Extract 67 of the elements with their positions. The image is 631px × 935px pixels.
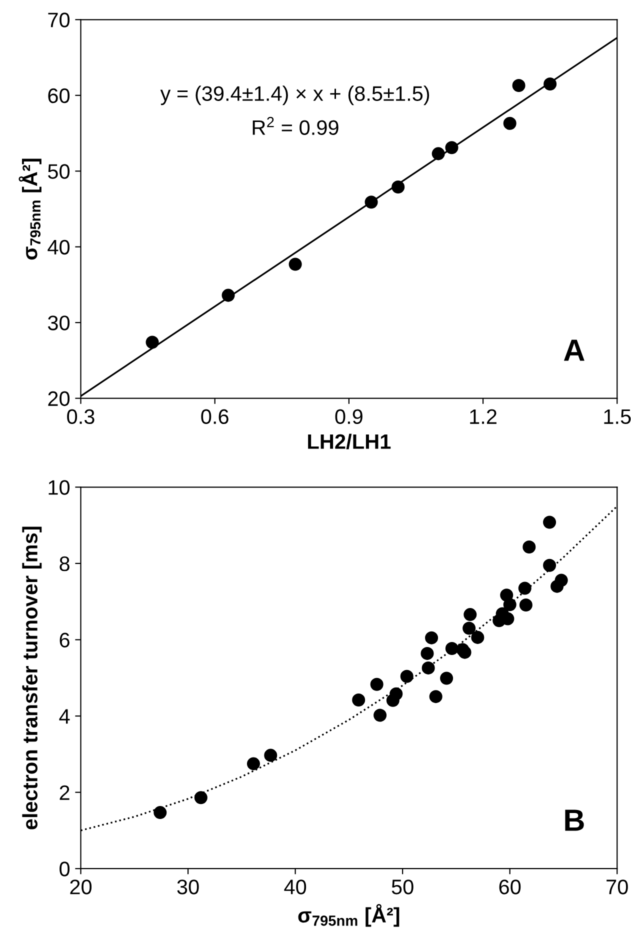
point [554,574,568,587]
point [440,672,454,685]
y-tick-label: 40 [48,240,70,255]
point [370,678,384,691]
y-tick-label: 50 [48,164,70,179]
point [420,646,434,660]
y-tick-label: 6 [60,632,70,648]
point [154,806,167,820]
point [194,791,208,804]
y-tick-label: 30 [48,316,70,330]
annotation: A [564,340,584,361]
point [429,690,442,704]
x-tick-label: 70 [606,880,628,894]
x-tick-label: 40 [284,880,306,894]
y-tick-label: 4 [59,709,70,724]
point [471,630,484,644]
y-tick-label: 0 [60,862,70,876]
y-tick-label: 60 [48,88,70,104]
point [222,288,235,302]
point [445,141,458,154]
annotation: R$^{2}$ = 0.99 [252,116,338,136]
point [458,646,472,659]
point [503,116,516,130]
y-tick-label: 70 [48,12,70,28]
x-tick-label: 20 [70,880,92,894]
y-tick-label: 20 [48,391,70,406]
point [522,540,536,554]
annotation: y = (39.4±1.4) × x + (8.5±1.5) [160,86,430,106]
x-tick-label: 1.2 [470,409,496,424]
x-tick-label: 0.3 [67,409,94,424]
point [422,661,435,674]
y-axis-title: electron transfer turnover [ms] [22,526,42,830]
point [445,642,458,656]
point [519,598,532,612]
point [390,687,403,700]
point [544,78,557,91]
point [146,336,159,349]
x-tick-label: 0.9 [335,409,362,424]
point [432,147,445,160]
y-tick-label: 2 [60,785,70,800]
x-tick-label: 30 [177,880,199,894]
point [518,582,532,595]
x-axis-title: σ$_{795nm}$ [Å²] [298,904,400,927]
point [462,622,476,635]
point [264,748,278,762]
point [352,693,366,707]
y-tick-label: 10 [48,480,70,495]
point [400,670,414,683]
point [392,180,405,194]
y-tick-label: 8 [60,556,70,572]
point [543,516,556,529]
point [464,608,477,622]
x-tick-label: 1.5 [604,409,631,424]
y-axis-title: σ$_{795nm}$ [Å²] [18,158,42,260]
point [425,631,438,644]
x-tick-label: 50 [392,880,414,894]
x-tick-label: 60 [499,880,521,894]
x-tick-label: 0.6 [201,409,228,424]
point [246,757,260,770]
point [503,598,516,612]
point [364,196,378,209]
point [543,558,556,572]
point [512,79,526,92]
point [288,258,302,271]
point [374,708,387,722]
annotation: B [565,810,584,831]
x-axis-title: LH2/LH1 [308,434,391,450]
